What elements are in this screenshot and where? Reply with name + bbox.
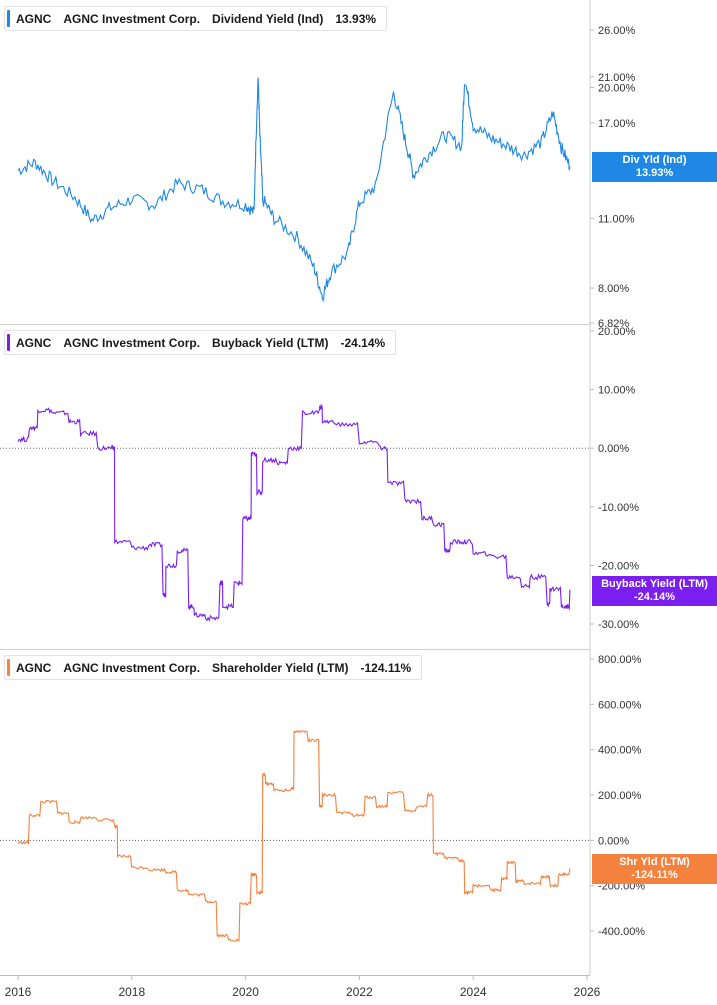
tag-label: Buyback Yield (LTM) <box>601 578 708 590</box>
series-line-buyback <box>17 403 571 622</box>
legend-metric: Buyback Yield (LTM) <box>212 335 329 350</box>
last-value-tag-dividend: Div Yld (Ind) 13.93% <box>592 152 717 182</box>
y-tick-label: 8.00% <box>598 283 629 295</box>
y-tick-label: 20.00% <box>598 326 636 338</box>
series-line-shareholder <box>17 730 571 942</box>
y-tick-label: -10.00% <box>598 502 639 514</box>
tag-label: Div Yld (Ind) <box>622 154 687 166</box>
x-tick-label: 2018 <box>118 985 145 999</box>
legend-ticker: AGNC <box>16 660 52 675</box>
legend-shareholder-yield[interactable]: AGNC AGNC Investment Corp. Shareholder Y… <box>4 655 423 680</box>
legend-company: AGNC Investment Corp. <box>63 11 201 26</box>
series-color-swatch <box>7 659 10 676</box>
last-value-tag-buyback: Buyback Yield (LTM) -24.14% <box>592 576 717 606</box>
tag-value: -24.14% <box>634 591 675 603</box>
tag-value: 13.93% <box>635 167 674 179</box>
x-tick-label: 2020 <box>232 985 259 999</box>
legend-ticker: AGNC <box>16 11 52 26</box>
y-tick-label: 800.00% <box>598 654 642 666</box>
x-tick-label: 2026 <box>574 985 601 999</box>
y-tick-label: -30.00% <box>598 619 639 631</box>
legend-metric: Dividend Yield (Ind) <box>212 11 324 26</box>
y-tick-label: 600.00% <box>598 699 642 711</box>
legend-value: -24.14% <box>340 335 386 350</box>
legend-buyback-yield[interactable]: AGNC AGNC Investment Corp. Buyback Yield… <box>4 330 397 355</box>
y-tick-label: 17.00% <box>598 118 636 130</box>
x-tick-label: 2022 <box>346 985 373 999</box>
tag-label: Shr Yld (LTM) <box>619 856 690 868</box>
y-tick-label: 200.00% <box>598 790 642 802</box>
legend-ticker: AGNC <box>16 335 52 350</box>
legend-dividend-yield[interactable]: AGNC AGNC Investment Corp. Dividend Yiel… <box>4 6 388 31</box>
y-tick-label: 400.00% <box>598 745 642 757</box>
y-tick-label: 6.82% <box>598 318 629 330</box>
y-tick-label: 0.00% <box>598 443 629 455</box>
y-tick-label: 10.00% <box>598 385 636 397</box>
last-value-tag-shareholder: Shr Yld (LTM) -124.11% <box>592 854 717 884</box>
y-tick-label: 20.00% <box>598 82 636 94</box>
x-tick-label: 2016 <box>5 985 32 999</box>
y-tick-label: 21.00% <box>598 72 636 84</box>
y-tick-label: 11.00% <box>598 213 635 225</box>
y-tick-label: 26.00% <box>598 25 636 37</box>
tag-value: -124.11% <box>631 869 678 881</box>
legend-metric: Shareholder Yield (LTM) <box>212 660 349 675</box>
series-color-swatch <box>7 10 10 27</box>
legend-value: 13.93% <box>335 11 377 26</box>
legend-company: AGNC Investment Corp. <box>63 335 201 350</box>
legend-company: AGNC Investment Corp. <box>63 660 201 675</box>
series-line-dividend <box>17 77 571 303</box>
series-color-swatch <box>7 334 10 351</box>
x-tick-label: 2024 <box>460 985 487 999</box>
y-tick-label: -400.00% <box>598 926 645 938</box>
y-tick-label: 0.00% <box>598 835 629 847</box>
legend-value: -124.11% <box>360 660 412 675</box>
y-tick-label: -20.00% <box>598 560 639 572</box>
